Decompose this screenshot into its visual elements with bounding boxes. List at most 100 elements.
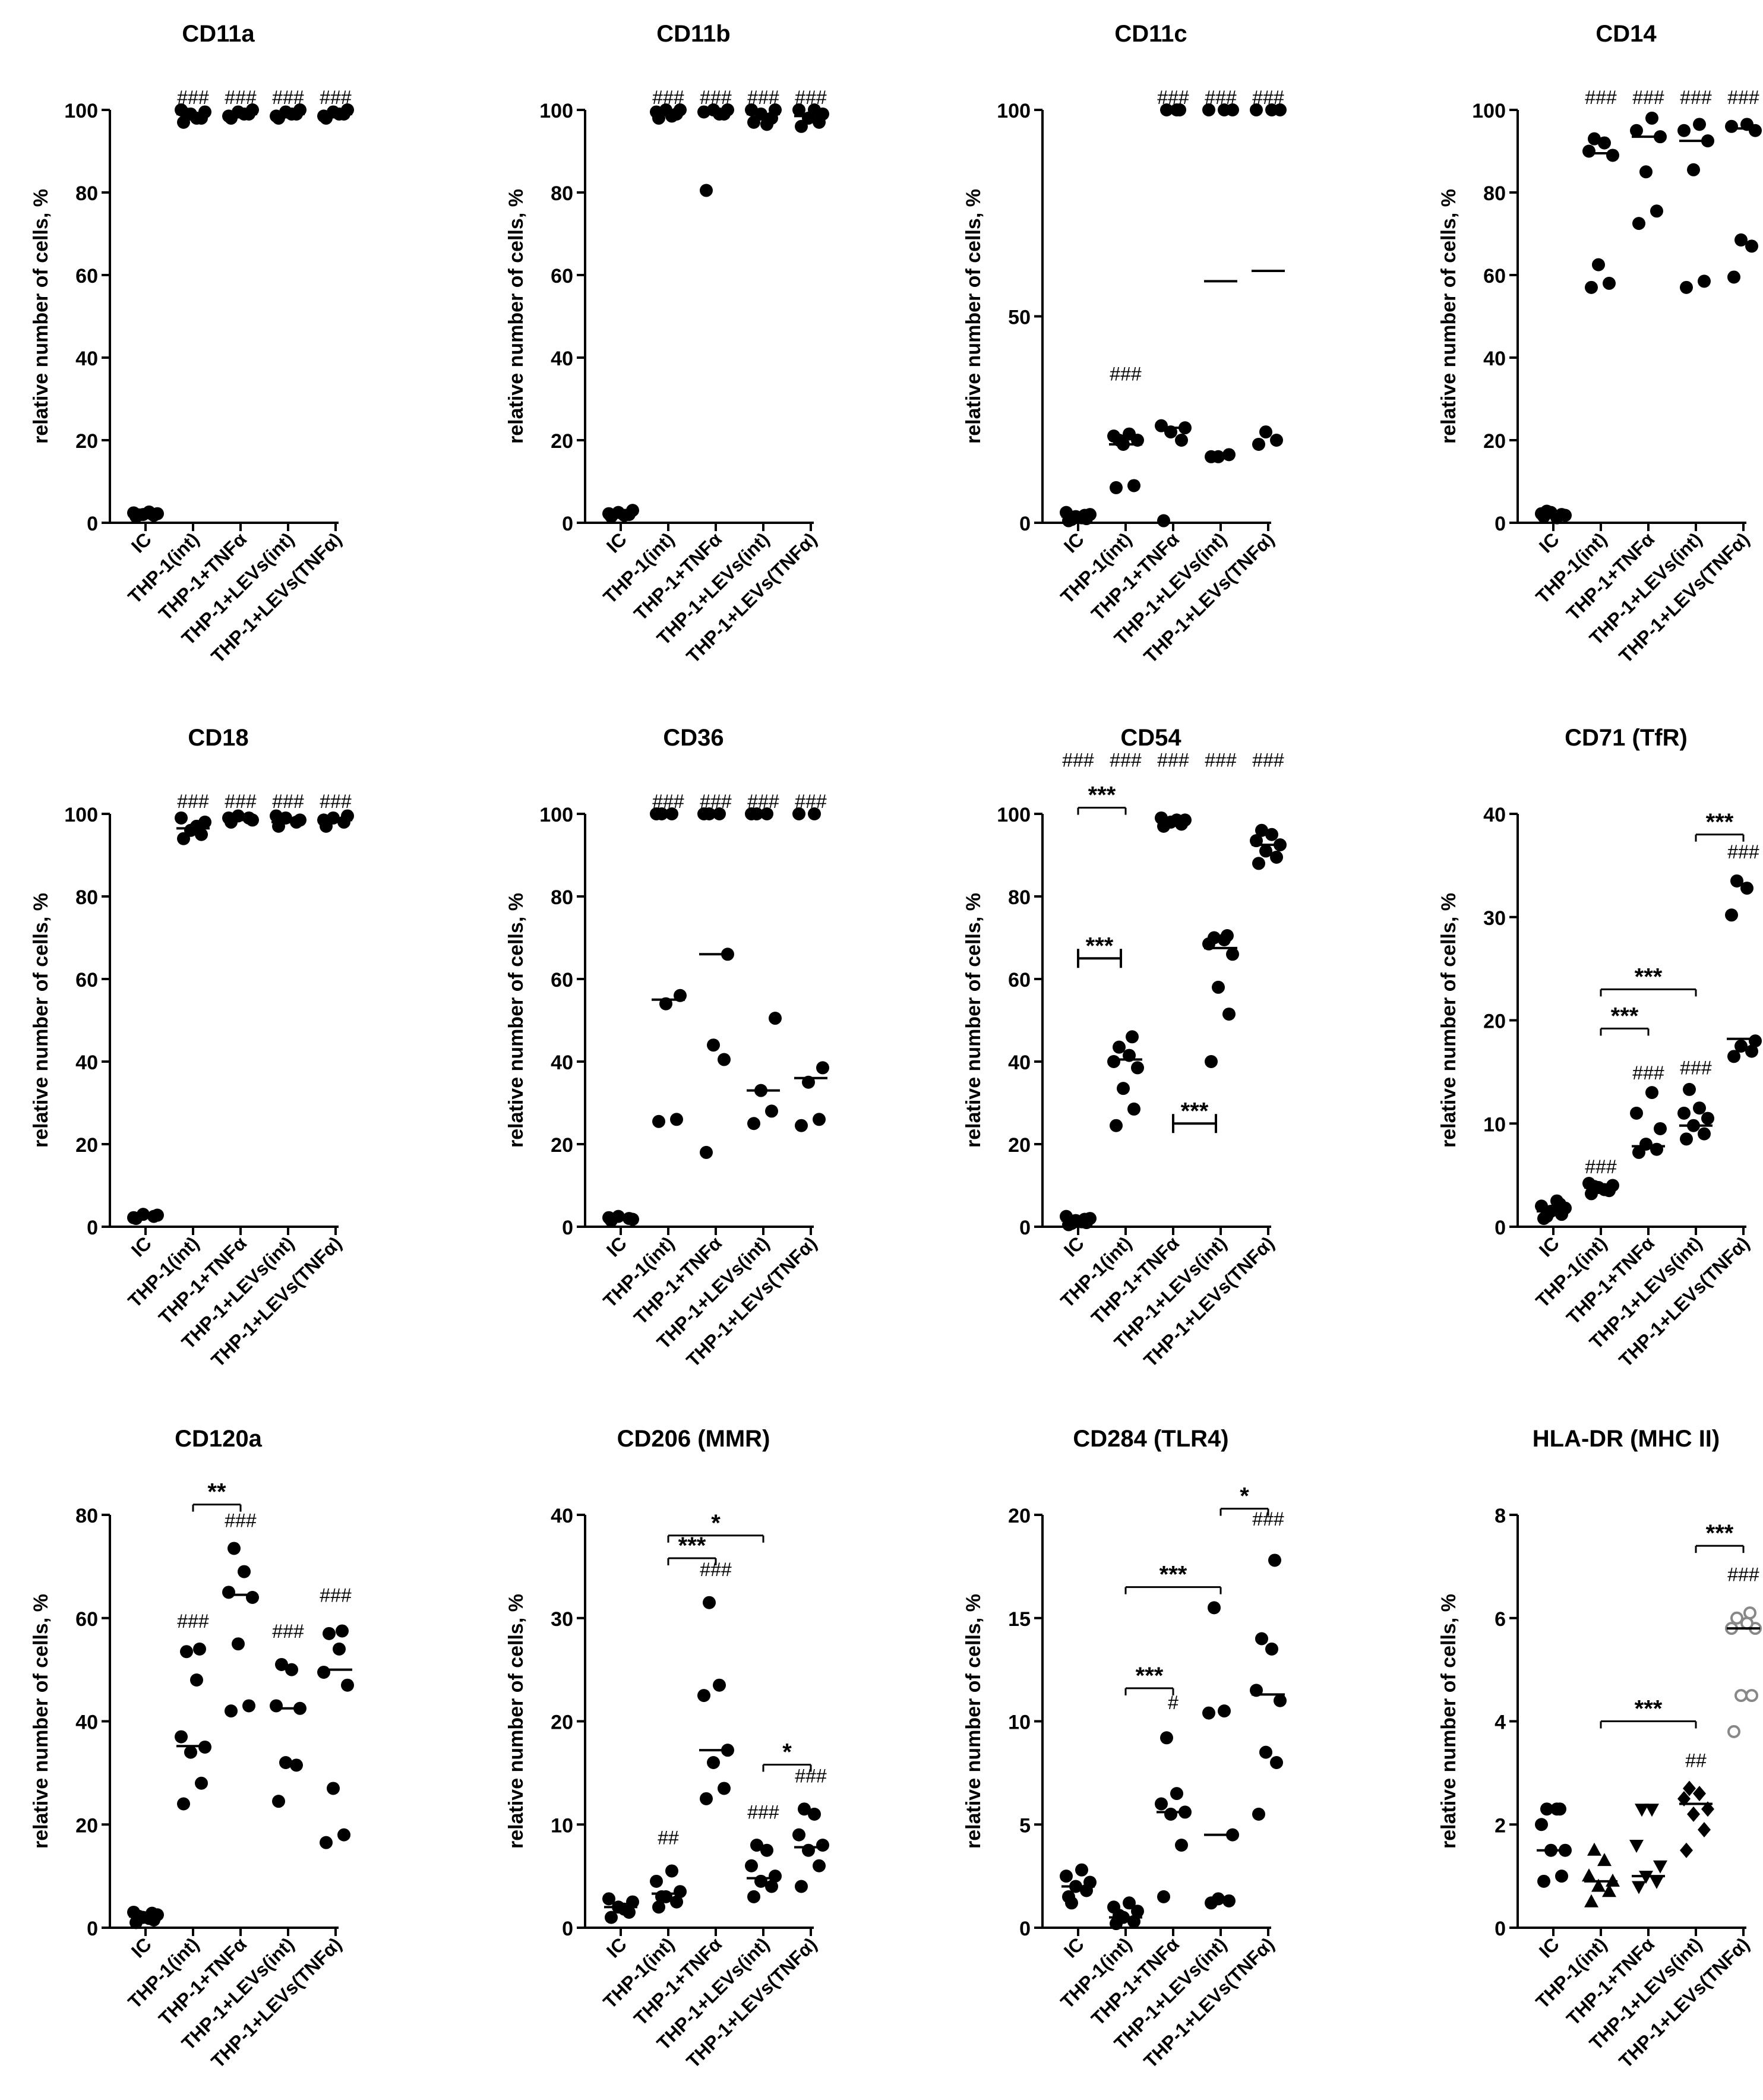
data-point bbox=[1208, 931, 1221, 945]
data-point bbox=[1553, 1197, 1566, 1211]
data-point bbox=[272, 1795, 285, 1808]
data-point bbox=[745, 1859, 758, 1872]
data-point bbox=[747, 1890, 760, 1903]
significance-mark: ### bbox=[1632, 87, 1664, 108]
data-point bbox=[1584, 1894, 1598, 1908]
y-tick-label: 15 bbox=[1008, 1608, 1031, 1631]
data-point bbox=[1693, 118, 1706, 131]
data-point bbox=[1218, 1704, 1231, 1718]
significance-mark: ### bbox=[320, 87, 352, 108]
chart-panel-cd18: CD18 0 20 40 60 80 100 relative number of cells… bbox=[30, 725, 354, 1371]
data-point bbox=[285, 1663, 298, 1676]
significance-bracket: *** bbox=[1124, 1663, 1174, 1695]
data-point bbox=[1252, 857, 1265, 870]
data-point bbox=[195, 1776, 208, 1790]
y-tick-label: 60 bbox=[75, 1608, 98, 1631]
x-tick-label: IC bbox=[127, 528, 156, 557]
data-point bbox=[1126, 1030, 1139, 1044]
data-point bbox=[222, 109, 235, 123]
data-point bbox=[1221, 929, 1234, 943]
chart-title: CD36 bbox=[663, 725, 723, 751]
significance-mark: ### bbox=[1727, 841, 1759, 863]
data-point bbox=[1265, 103, 1278, 116]
data-point bbox=[1650, 204, 1663, 218]
data-point bbox=[1677, 1106, 1691, 1120]
significance-bracket: *** bbox=[1695, 1520, 1745, 1553]
data-point bbox=[1537, 1874, 1550, 1888]
chart-panel-cd11c: CD11c 0 50 100 relative number of cells, % IC… bbox=[962, 21, 1287, 667]
bracket-label: *** bbox=[1086, 933, 1114, 959]
y-tick-label: 0 bbox=[1019, 1918, 1031, 1940]
y-tick-label: 60 bbox=[1008, 969, 1031, 991]
data-point bbox=[1127, 479, 1140, 492]
data-point bbox=[175, 1730, 188, 1744]
y-axis-label: relative number of cells, % bbox=[962, 1594, 985, 1849]
data-point bbox=[1212, 980, 1225, 994]
data-point bbox=[1632, 1881, 1646, 1894]
data-point bbox=[1131, 1061, 1144, 1075]
data-point bbox=[1598, 136, 1611, 150]
data-point bbox=[713, 107, 726, 121]
significance-mark: ### bbox=[1157, 87, 1189, 108]
data-point bbox=[1701, 1111, 1714, 1125]
data-point bbox=[674, 1885, 687, 1899]
chart-title: CD284 (TLR4) bbox=[1073, 1426, 1228, 1452]
significance-bracket: * bbox=[667, 1510, 764, 1543]
significance-mark: ### bbox=[1727, 1564, 1759, 1586]
chart-title: CD18 bbox=[188, 725, 248, 751]
data-point bbox=[655, 1890, 668, 1903]
data-point bbox=[1226, 948, 1239, 961]
chart-panel-cd11b: CD11b 0 20 40 60 80 100 relative number of cell… bbox=[505, 21, 829, 667]
significance-mark: ### bbox=[272, 87, 304, 108]
y-tick-label: 100 bbox=[997, 804, 1031, 826]
bracket-label: *** bbox=[1181, 1098, 1209, 1124]
y-tick-label: 30 bbox=[551, 1608, 573, 1631]
data-point bbox=[1632, 217, 1645, 230]
significance-bracket: ** bbox=[192, 1479, 242, 1512]
data-point bbox=[1743, 1606, 1756, 1620]
data-point bbox=[1222, 1008, 1236, 1021]
y-axis-label: relative number of cells, % bbox=[962, 893, 985, 1148]
y-tick-label: 40 bbox=[75, 348, 98, 370]
data-point bbox=[1164, 1807, 1177, 1821]
data-point bbox=[1540, 1802, 1553, 1816]
data-point bbox=[1202, 103, 1215, 116]
y-tick-label: 100 bbox=[997, 100, 1031, 122]
data-point bbox=[1555, 1870, 1568, 1883]
data-point bbox=[1585, 280, 1598, 294]
data-point bbox=[792, 1828, 805, 1842]
significance-bracket: *** bbox=[1600, 1003, 1650, 1036]
y-tick-label: 100 bbox=[64, 100, 98, 122]
bracket-label: *** bbox=[1611, 1003, 1639, 1029]
data-point bbox=[228, 1542, 241, 1555]
bracket-label: *** bbox=[1635, 964, 1663, 990]
y-tick-label: 80 bbox=[551, 886, 573, 909]
significance-mark: ### bbox=[1205, 750, 1237, 771]
data-point bbox=[341, 1678, 354, 1692]
data-point bbox=[813, 1113, 826, 1126]
y-tick-label: 100 bbox=[1472, 100, 1506, 122]
x-tick-label: IC bbox=[1535, 1232, 1563, 1261]
data-point bbox=[270, 109, 283, 123]
data-point bbox=[1582, 1868, 1596, 1882]
y-tick-label: 0 bbox=[562, 1217, 573, 1239]
data-point bbox=[184, 1745, 197, 1759]
significance-mark: ### bbox=[1157, 750, 1189, 771]
y-axis-label: relative number of cells, % bbox=[30, 189, 52, 444]
data-point bbox=[1065, 1217, 1078, 1230]
chart-panel-cd11a: CD11a 0 20 40 60 80 100 relative number of cell… bbox=[30, 21, 354, 667]
data-point bbox=[1255, 823, 1268, 837]
y-tick-label: 100 bbox=[64, 804, 98, 826]
y-tick-label: 10 bbox=[551, 1814, 573, 1837]
data-point bbox=[1734, 233, 1748, 247]
y-tick-label: 20 bbox=[1008, 1505, 1031, 1527]
x-tick-label: IC bbox=[1535, 1933, 1563, 1962]
significance-mark: ### bbox=[1252, 87, 1284, 108]
data-point bbox=[795, 1880, 808, 1893]
data-point bbox=[665, 1864, 678, 1878]
data-point bbox=[707, 1756, 720, 1769]
data-point bbox=[652, 1114, 665, 1128]
chart-title: CD206 (MMR) bbox=[617, 1426, 770, 1452]
y-tick-label: 10 bbox=[1008, 1711, 1031, 1734]
y-tick-label: 10 bbox=[1483, 1113, 1506, 1136]
